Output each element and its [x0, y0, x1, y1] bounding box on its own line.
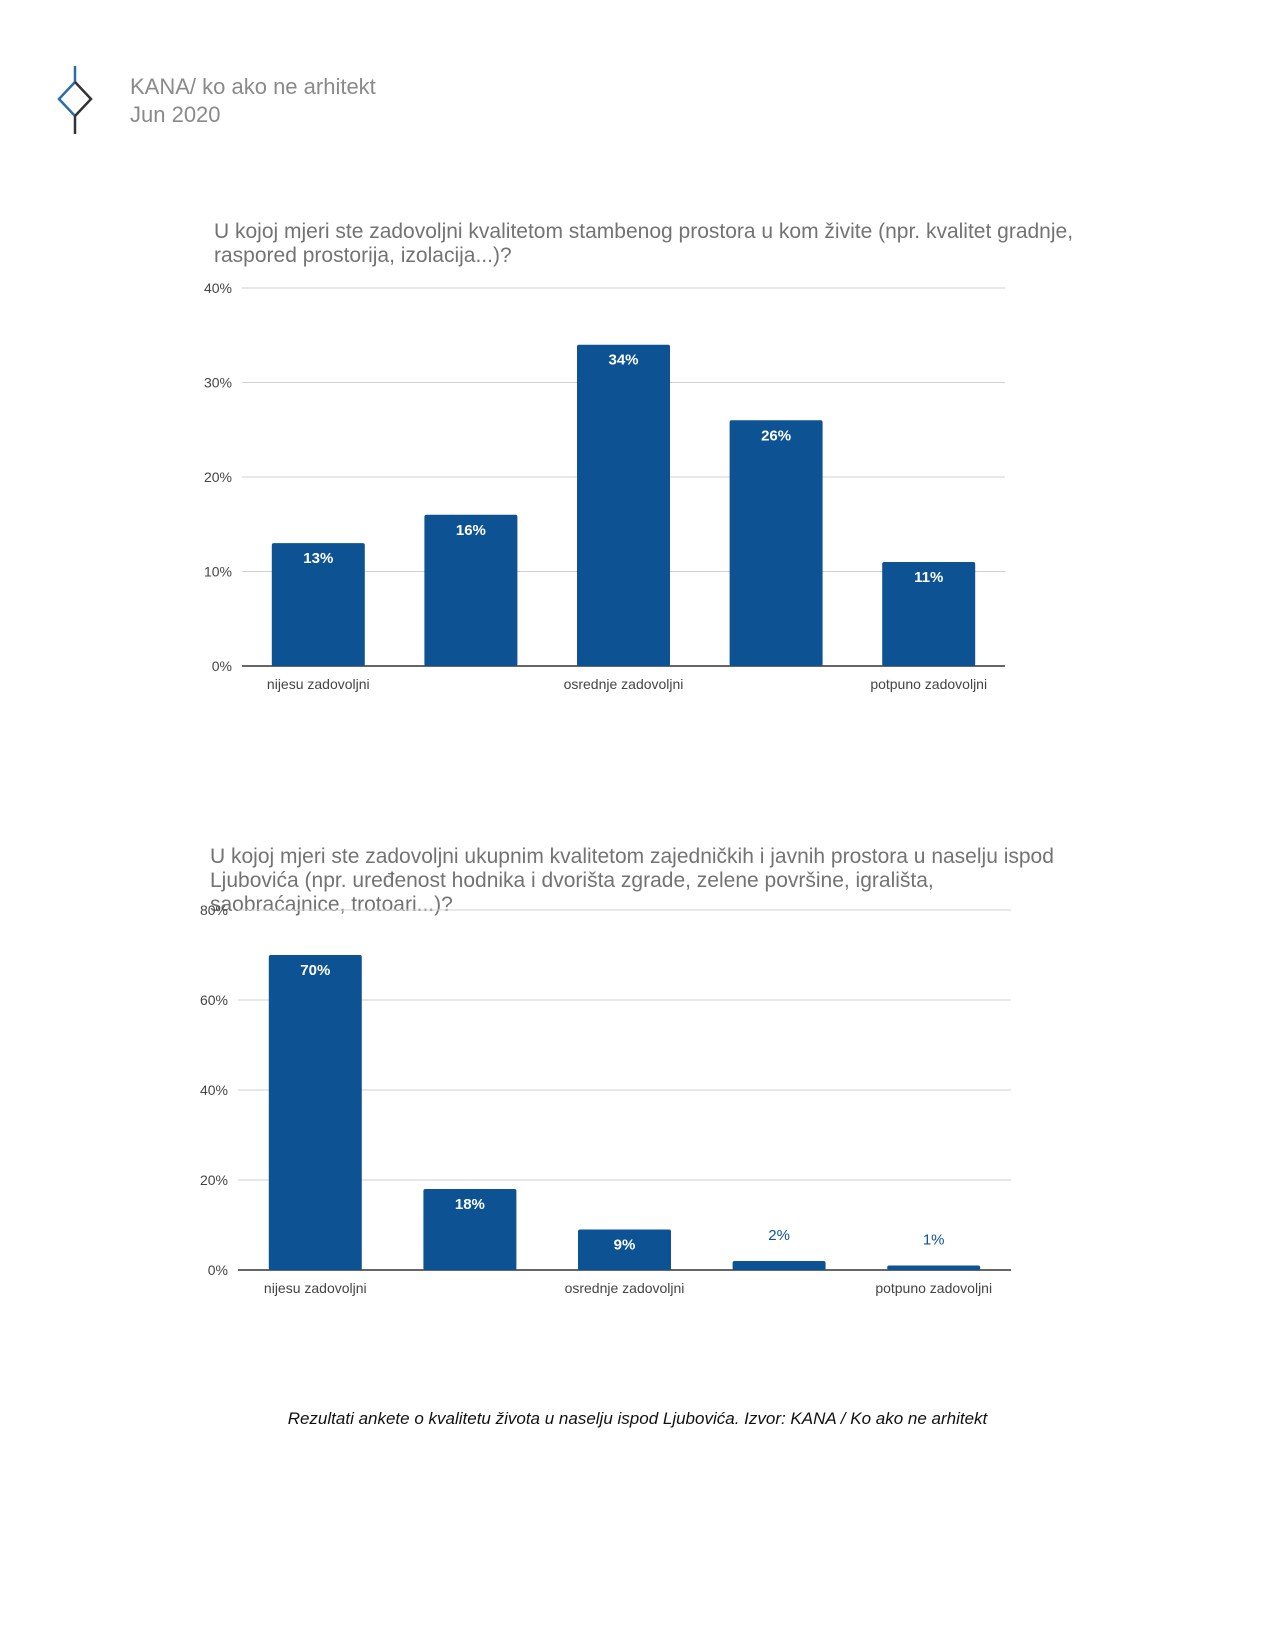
- bar: [424, 514, 518, 666]
- chart-plot: 0% 20% 40% 60% 80% 70% nijesu zadovoljni 18% 9% o…: [200, 902, 1011, 1296]
- y-tick-label: 40%: [204, 280, 232, 296]
- x-tick-label: osrednje zadovoljni: [564, 676, 684, 692]
- bar-data-label: 16%: [456, 522, 486, 539]
- x-tick-label: nijesu zadovoljni: [264, 1280, 367, 1296]
- y-tick-label: 40%: [200, 1082, 228, 1098]
- x-tick-label: potpuno zadovoljni: [870, 676, 987, 692]
- y-tick-label: 60%: [200, 992, 228, 1008]
- figure-caption: Rezultati ankete o kvalitetu života u na…: [287, 1409, 988, 1428]
- y-tick-label: 0%: [212, 658, 232, 674]
- y-tick-label: 30%: [204, 375, 232, 391]
- y-tick-label: 0%: [208, 1262, 228, 1278]
- bar-data-label: 9%: [614, 1237, 636, 1254]
- page-header: KANA/ ko ako ne arhitekt Jun 2020: [55, 66, 555, 146]
- bar-data-label: 34%: [608, 352, 638, 369]
- bar: [887, 1265, 981, 1270]
- x-tick-label: potpuno zadovoljni: [875, 1280, 992, 1296]
- bar: [577, 344, 670, 666]
- bar: [732, 1261, 826, 1270]
- bar: [423, 1189, 517, 1270]
- bar-data-label: 1%: [923, 1232, 945, 1249]
- bar: [271, 543, 365, 666]
- x-tick-label: nijesu zadovoljni: [267, 676, 370, 692]
- bar-data-label: 18%: [455, 1196, 485, 1213]
- chart-public-space-satisfaction: U kojoj mjeri ste zadovoljni ukupnim kva…: [200, 845, 1080, 1375]
- x-tick-label: osrednje zadovoljni: [565, 1280, 685, 1296]
- bar: [268, 955, 362, 1270]
- kana-diamond-logo-icon: [57, 66, 93, 134]
- header-date: Jun 2020: [130, 102, 221, 127]
- bar-data-label: 11%: [914, 569, 943, 586]
- bar-data-label: 26%: [761, 427, 791, 444]
- bar-data-label: 13%: [303, 550, 333, 567]
- y-tick-label: 20%: [204, 469, 232, 485]
- header-organization: KANA/ ko ako ne arhitekt: [130, 74, 376, 99]
- y-tick-label: 80%: [200, 902, 228, 918]
- bar: [729, 420, 823, 666]
- bar-data-label: 70%: [300, 962, 330, 979]
- bar: [578, 1229, 671, 1270]
- chart-plot: 0% 10% 20% 30% 40% 13% nijesu zadovoljni 16% 34%…: [204, 280, 1005, 692]
- y-tick-label: 20%: [200, 1172, 228, 1188]
- chart-title: U kojoj mjeri ste zadovoljni kvalitetom …: [214, 220, 1074, 267]
- y-tick-label: 10%: [204, 564, 232, 580]
- bar: [882, 562, 976, 666]
- chart-housing-satisfaction: U kojoj mjeri ste zadovoljni kvalitetom …: [200, 220, 1080, 740]
- bar-data-label: 2%: [768, 1227, 790, 1244]
